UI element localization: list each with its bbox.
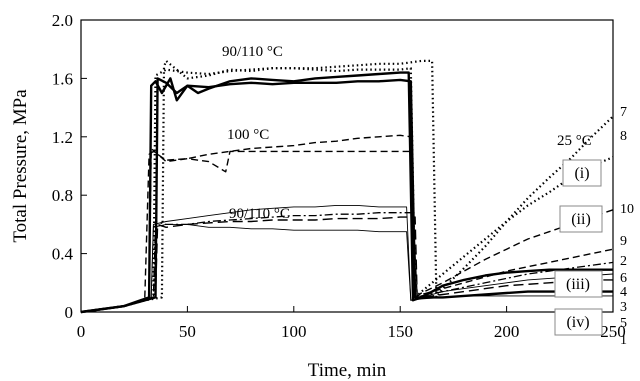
x-axis-ticks: 0 50 100 150 200 250 <box>77 306 626 341</box>
series-line-6 <box>80 147 614 313</box>
y-axis-ticks: 0 0.4 0.8 1.2 1.6 2.0 <box>52 11 87 322</box>
y-tick-label: 1.6 <box>52 69 73 88</box>
curve-number-10: 10 <box>620 202 634 217</box>
series-line-7 <box>80 204 614 313</box>
svg-text:(iii): (iii) <box>566 276 590 293</box>
group-label-iii: (iii) <box>554 270 603 298</box>
plot-frame <box>80 19 614 313</box>
y-tick-label: 2.0 <box>52 11 73 30</box>
x-tick-label: 0 <box>77 322 86 341</box>
series-line-10 <box>80 216 613 313</box>
series-line-2 <box>80 77 613 314</box>
annotation-90-110-low: 90/110 °C <box>229 206 290 222</box>
curve-number-2: 2 <box>620 254 627 269</box>
series-line-8 <box>80 223 613 313</box>
series-line-3 <box>80 59 614 314</box>
group-label-iv: (iv) <box>554 308 603 336</box>
curve-number-3: 3 <box>620 300 627 315</box>
curve-number-8: 8 <box>620 129 627 144</box>
group-label-i: (i) <box>562 159 602 187</box>
curve-number-9: 9 <box>620 234 627 249</box>
series-line-4 <box>80 67 614 314</box>
annotation-25: 25 °C <box>557 133 592 149</box>
annotation-90-110-high: 90/110 °C <box>222 44 283 60</box>
y-tick-label: 0.4 <box>52 245 74 264</box>
curve-number-1: 1 <box>620 333 627 348</box>
x-tick-label: 50 <box>179 322 196 341</box>
curve-number-6: 6 <box>620 271 627 286</box>
curve-number-4: 4 <box>620 285 627 300</box>
series-line-5 <box>80 134 614 313</box>
curve-number-5: 5 <box>620 316 627 331</box>
x-tick-label: 200 <box>494 322 520 341</box>
series-layer <box>80 59 614 314</box>
y-axis-label: Total Pressure, MPa <box>10 89 31 243</box>
curve-number-7: 7 <box>620 105 627 120</box>
x-tick-label: 100 <box>281 322 307 341</box>
group-label-ii: (ii) <box>559 205 603 233</box>
x-tick-label: 250 <box>600 322 626 341</box>
svg-text:(ii): (ii) <box>571 211 591 228</box>
y-tick-label: 0.8 <box>52 186 73 205</box>
y-tick-label: 1.2 <box>52 128 73 147</box>
x-tick-label: 150 <box>387 322 413 341</box>
svg-text:(i): (i) <box>574 165 589 182</box>
svg-text:(iv): (iv) <box>566 314 589 331</box>
y-tick-label: 0 <box>65 303 74 322</box>
annotation-100: 100 °C <box>227 127 269 143</box>
series-line-9 <box>80 212 614 313</box>
x-axis-label: Time, min <box>308 360 387 381</box>
